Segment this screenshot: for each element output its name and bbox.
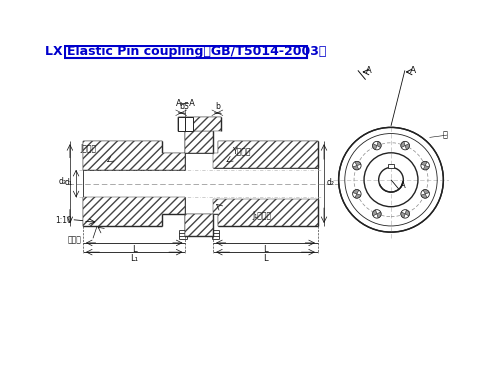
Text: 标: 标 bbox=[442, 130, 447, 140]
Wedge shape bbox=[372, 144, 377, 150]
Wedge shape bbox=[355, 194, 361, 198]
Polygon shape bbox=[83, 131, 213, 170]
Wedge shape bbox=[353, 190, 359, 194]
Wedge shape bbox=[377, 212, 381, 218]
Circle shape bbox=[401, 210, 409, 218]
Text: J₁型軸孔: J₁型軸孔 bbox=[252, 211, 272, 220]
Wedge shape bbox=[421, 161, 427, 166]
Text: A: A bbox=[400, 182, 405, 190]
Text: d₂: d₂ bbox=[59, 177, 67, 186]
Wedge shape bbox=[377, 142, 381, 147]
Wedge shape bbox=[405, 210, 409, 216]
Bar bbox=[178, 117, 186, 131]
Bar bbox=[388, 164, 394, 168]
Text: L: L bbox=[132, 245, 136, 254]
Wedge shape bbox=[353, 166, 359, 170]
Text: J型軸孔: J型軸孔 bbox=[80, 144, 97, 153]
Wedge shape bbox=[401, 142, 405, 147]
Bar bbox=[186, 117, 193, 131]
Wedge shape bbox=[405, 144, 409, 150]
Circle shape bbox=[372, 141, 381, 150]
Text: L₁: L₁ bbox=[130, 255, 138, 264]
Polygon shape bbox=[186, 199, 318, 236]
Text: Y型軸孔: Y型軸孔 bbox=[233, 147, 252, 156]
Text: d₂: d₂ bbox=[327, 177, 335, 186]
Polygon shape bbox=[178, 117, 186, 131]
Circle shape bbox=[421, 161, 430, 170]
Circle shape bbox=[338, 128, 444, 232]
Wedge shape bbox=[421, 194, 427, 198]
Polygon shape bbox=[186, 117, 221, 131]
Circle shape bbox=[352, 161, 361, 170]
Circle shape bbox=[352, 190, 361, 198]
Text: b: b bbox=[215, 102, 220, 111]
Text: b: b bbox=[179, 102, 184, 111]
Circle shape bbox=[372, 210, 381, 218]
Polygon shape bbox=[186, 131, 318, 168]
Wedge shape bbox=[401, 212, 405, 218]
Text: d₁: d₁ bbox=[65, 178, 73, 188]
Text: A: A bbox=[366, 66, 372, 75]
Wedge shape bbox=[355, 161, 361, 166]
Text: LX Elastic Pin coupling（GB/T5014-2003）: LX Elastic Pin coupling（GB/T5014-2003） bbox=[44, 45, 326, 58]
Text: A—A: A—A bbox=[176, 99, 196, 108]
Wedge shape bbox=[372, 210, 377, 216]
Text: L: L bbox=[263, 245, 268, 254]
Text: 1:10: 1:10 bbox=[56, 216, 72, 225]
Text: A: A bbox=[410, 66, 416, 75]
Text: L: L bbox=[263, 255, 268, 264]
Text: S: S bbox=[184, 102, 188, 111]
Circle shape bbox=[421, 190, 430, 198]
Circle shape bbox=[401, 141, 409, 150]
Wedge shape bbox=[423, 190, 429, 194]
Bar bbox=[64, 46, 307, 58]
Text: 型軸孔: 型軸孔 bbox=[68, 235, 82, 244]
Wedge shape bbox=[423, 166, 429, 170]
Polygon shape bbox=[83, 198, 213, 236]
